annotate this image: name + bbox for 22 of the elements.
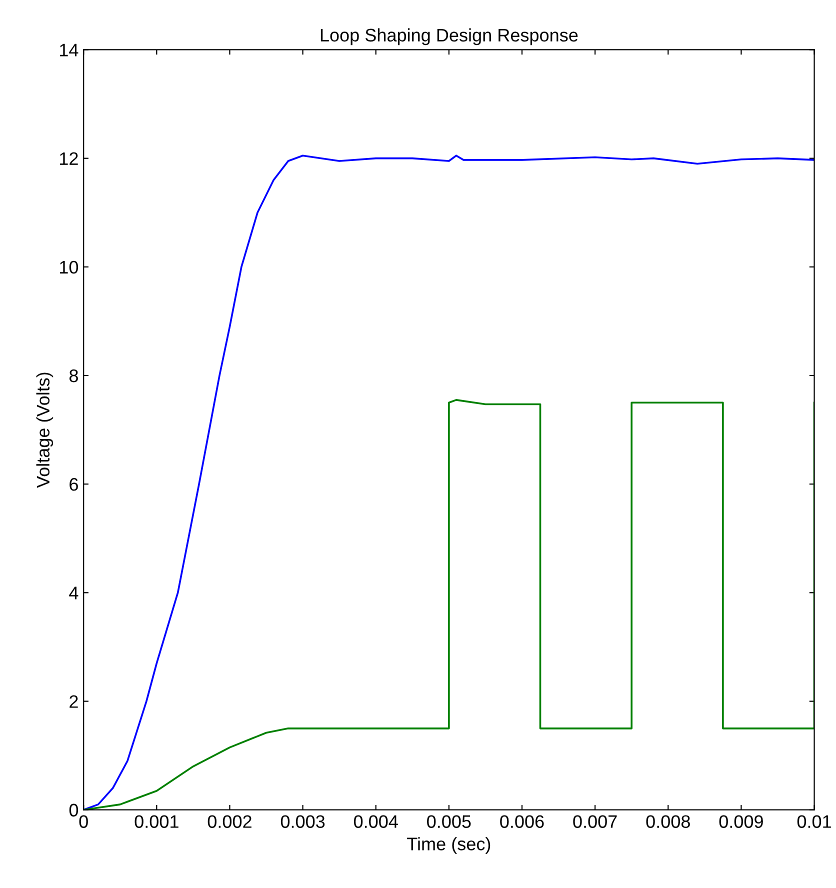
y-tick-label: 6: [70, 478, 78, 491]
x-tick-label: 0.008: [646, 815, 690, 828]
y-tick-label: 14: [60, 44, 78, 56]
x-tick-label: 0.009: [719, 815, 763, 828]
y-axis-title: Voltage (Volts): [36, 372, 54, 488]
x-tick-label: 0.002: [208, 815, 252, 828]
x-tick-label: 0.003: [280, 815, 325, 828]
chart-title: Loop Shaping Design Response: [320, 28, 578, 46]
y-tick-label: 10: [60, 260, 78, 274]
y-tick-label: 0: [69, 804, 78, 817]
x-tick-label: 0.005: [427, 815, 471, 828]
y-tick-label: 4: [69, 586, 78, 600]
x-tick-label: 0: [79, 815, 88, 828]
x-axis-title: Time (sec): [407, 837, 490, 854]
x-tick-label: 0.01: [797, 815, 831, 828]
x-tick-label: 0.001: [134, 815, 178, 828]
y-tick-label: 2: [70, 695, 78, 708]
y-tick-label: 8: [69, 369, 78, 382]
y-tick-label: 12: [60, 152, 78, 165]
x-tick-label: 0.004: [354, 815, 398, 828]
x-tick-label: 0.007: [573, 815, 617, 828]
x-tick-label: 0.006: [500, 815, 544, 828]
